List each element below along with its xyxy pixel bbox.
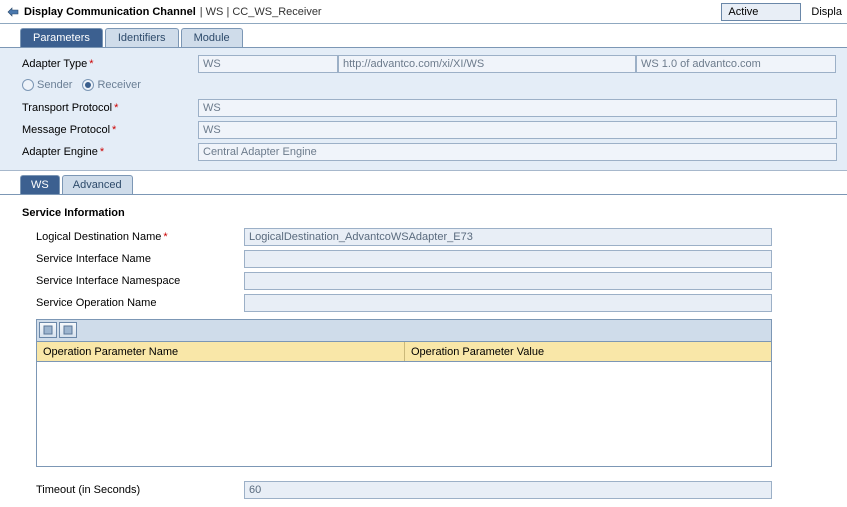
row-direction: Sender Receiver: [22, 76, 837, 96]
required-marker: *: [89, 58, 93, 70]
breadcrumb: | WS | CC_WS_Receiver: [200, 6, 322, 18]
label-adapter-type-text: Adapter Type: [22, 58, 87, 70]
adapter-type-fields: WS http://advantco.com/xi/XI/WS WS 1.0 o…: [198, 55, 836, 73]
label-transport-protocol-text: Transport Protocol: [22, 102, 112, 114]
radio-receiver[interactable]: Receiver: [82, 79, 140, 91]
radio-sender[interactable]: Sender: [22, 79, 72, 91]
label-transport-protocol: Transport Protocol*: [22, 102, 198, 114]
field-logical-destination: LogicalDestination_AdvantcoWSAdapter_E73: [244, 228, 772, 246]
label-service-operation-name: Service Operation Name: [36, 297, 244, 309]
channel-icon: [6, 5, 20, 19]
table-button-1[interactable]: [39, 322, 57, 338]
label-service-interface-name: Service Interface Name: [36, 253, 244, 265]
radio-receiver-dot: [82, 79, 94, 91]
required-marker: *: [114, 102, 118, 114]
label-adapter-engine: Adapter Engine*: [22, 146, 198, 158]
table-button-2[interactable]: [59, 322, 77, 338]
label-adapter-type: Adapter Type*: [22, 58, 198, 70]
field-adapter-namespace: http://advantco.com/xi/XI/WS: [338, 55, 636, 73]
title-bar: Display Communication Channel | WS | CC_…: [0, 0, 847, 24]
status-field: Active: [721, 3, 801, 21]
table-header: Operation Parameter Name Operation Param…: [37, 342, 771, 362]
row-service-interface-namespace: Service Interface Namespace: [22, 271, 837, 291]
label-adapter-engine-text: Adapter Engine: [22, 146, 98, 158]
column-parameter-name: Operation Parameter Name: [37, 342, 405, 361]
label-timeout: Timeout (in Seconds): [36, 484, 244, 496]
tab-parameters[interactable]: Parameters: [20, 28, 103, 47]
table-body: [37, 362, 771, 466]
radio-sender-label: Sender: [37, 79, 72, 91]
field-adapter-engine: Central Adapter Engine: [198, 143, 837, 161]
label-logical-destination-text: Logical Destination Name: [36, 231, 161, 243]
radio-sender-dot: [22, 79, 34, 91]
field-transport-protocol: WS: [198, 99, 837, 117]
row-transport-protocol: Transport Protocol* WS: [22, 98, 837, 118]
required-marker: *: [100, 146, 104, 158]
required-marker: *: [163, 231, 167, 243]
header-right: Active Displa: [721, 3, 842, 21]
row-service-operation-name: Service Operation Name: [22, 293, 837, 313]
field-service-operation-name: [244, 294, 772, 312]
row-adapter-engine: Adapter Engine* Central Adapter Engine: [22, 142, 837, 162]
field-timeout: 60: [244, 481, 772, 499]
field-adapter-type: WS: [198, 55, 338, 73]
right-truncated-label: Displa: [811, 6, 842, 18]
direction-radio-group: Sender Receiver: [22, 79, 141, 91]
label-message-protocol: Message Protocol*: [22, 124, 198, 136]
field-adapter-version: WS 1.0 of advantco.com: [636, 55, 836, 73]
label-logical-destination: Logical Destination Name*: [36, 231, 244, 243]
operation-parameter-table: Operation Parameter Name Operation Param…: [36, 319, 772, 467]
row-logical-destination: Logical Destination Name* LogicalDestina…: [22, 227, 837, 247]
row-message-protocol: Message Protocol* WS: [22, 120, 837, 140]
row-timeout: Timeout (in Seconds) 60: [22, 481, 837, 499]
column-parameter-value: Operation Parameter Value: [405, 342, 771, 361]
label-message-protocol-text: Message Protocol: [22, 124, 110, 136]
page-title: Display Communication Channel: [24, 6, 196, 18]
row-adapter-type: Adapter Type* WS http://advantco.com/xi/…: [22, 54, 837, 74]
ws-content: Service Information Logical Destination …: [0, 195, 847, 507]
field-service-interface-name: [244, 250, 772, 268]
row-service-interface-name: Service Interface Name: [22, 249, 837, 269]
section-service-information: Service Information: [22, 207, 837, 219]
required-marker: *: [112, 124, 116, 136]
header-form: Adapter Type* WS http://advantco.com/xi/…: [0, 48, 847, 171]
subtab-ws[interactable]: WS: [20, 175, 60, 194]
radio-receiver-label: Receiver: [97, 79, 140, 91]
table-toolbar: [37, 320, 771, 342]
field-service-interface-namespace: [244, 272, 772, 290]
main-tabstrip: Parameters Identifiers Module: [0, 24, 847, 48]
sub-tabstrip: WS Advanced: [0, 171, 847, 195]
field-message-protocol: WS: [198, 121, 837, 139]
subtab-advanced[interactable]: Advanced: [62, 175, 133, 194]
tab-identifiers[interactable]: Identifiers: [105, 28, 179, 47]
tab-module[interactable]: Module: [181, 28, 243, 47]
label-service-interface-namespace: Service Interface Namespace: [36, 275, 244, 287]
